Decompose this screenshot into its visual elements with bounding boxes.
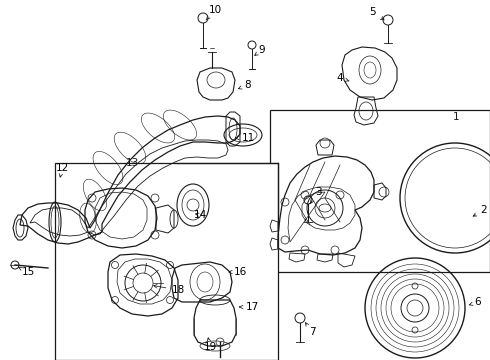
Text: 8: 8 — [239, 80, 251, 90]
Text: 3: 3 — [311, 187, 321, 203]
Text: 18: 18 — [153, 285, 185, 295]
Text: 12: 12 — [55, 163, 69, 177]
Text: 1: 1 — [453, 112, 459, 122]
Text: 2: 2 — [473, 205, 488, 216]
Text: 6: 6 — [469, 297, 481, 307]
Text: 7: 7 — [305, 323, 315, 337]
Text: 10: 10 — [206, 5, 221, 20]
Bar — [270, 110, 490, 272]
Bar — [55, 163, 278, 360]
Text: 19: 19 — [203, 338, 217, 352]
Text: 16: 16 — [229, 267, 246, 277]
Text: 4: 4 — [337, 73, 349, 83]
Text: 11: 11 — [236, 133, 255, 143]
Text: 5: 5 — [369, 7, 384, 20]
Text: 9: 9 — [255, 45, 265, 55]
Text: 14: 14 — [194, 210, 207, 220]
Text: 13: 13 — [125, 158, 139, 168]
Text: 17: 17 — [240, 302, 259, 312]
Text: 15: 15 — [19, 267, 35, 277]
